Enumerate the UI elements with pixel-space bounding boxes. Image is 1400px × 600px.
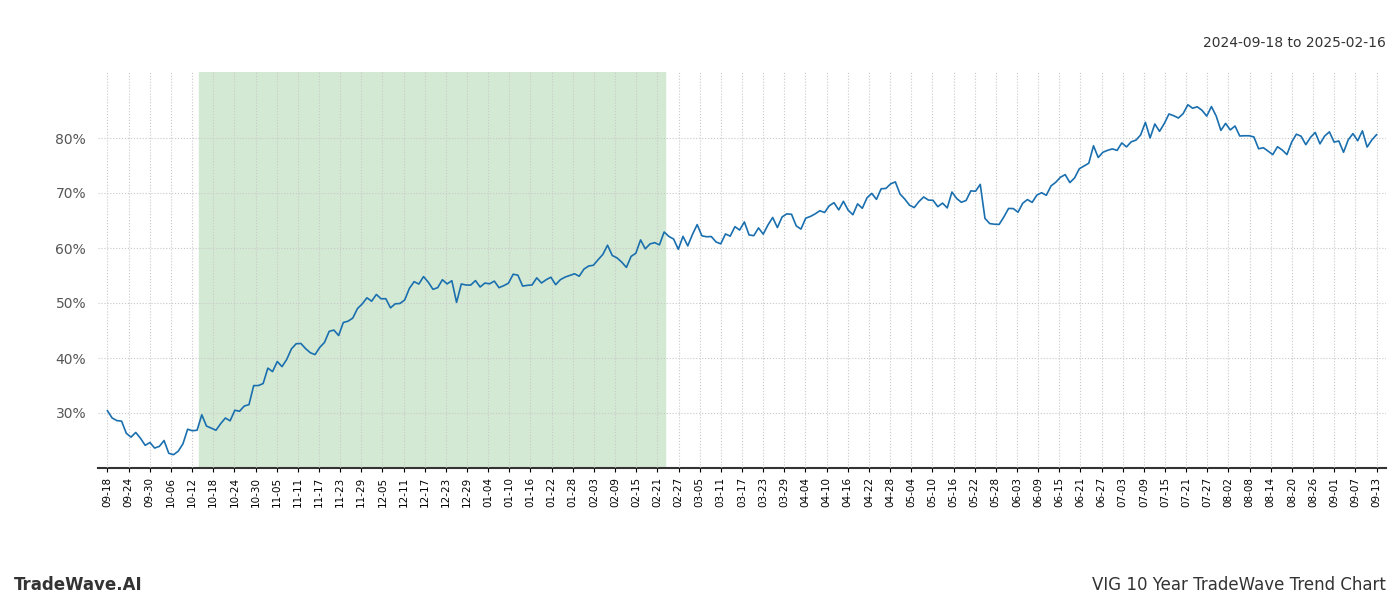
Text: 2024-09-18 to 2025-02-16: 2024-09-18 to 2025-02-16 — [1203, 36, 1386, 50]
Text: TradeWave.AI: TradeWave.AI — [14, 576, 143, 594]
Bar — [199, 72, 665, 468]
Text: VIG 10 Year TradeWave Trend Chart: VIG 10 Year TradeWave Trend Chart — [1092, 576, 1386, 594]
